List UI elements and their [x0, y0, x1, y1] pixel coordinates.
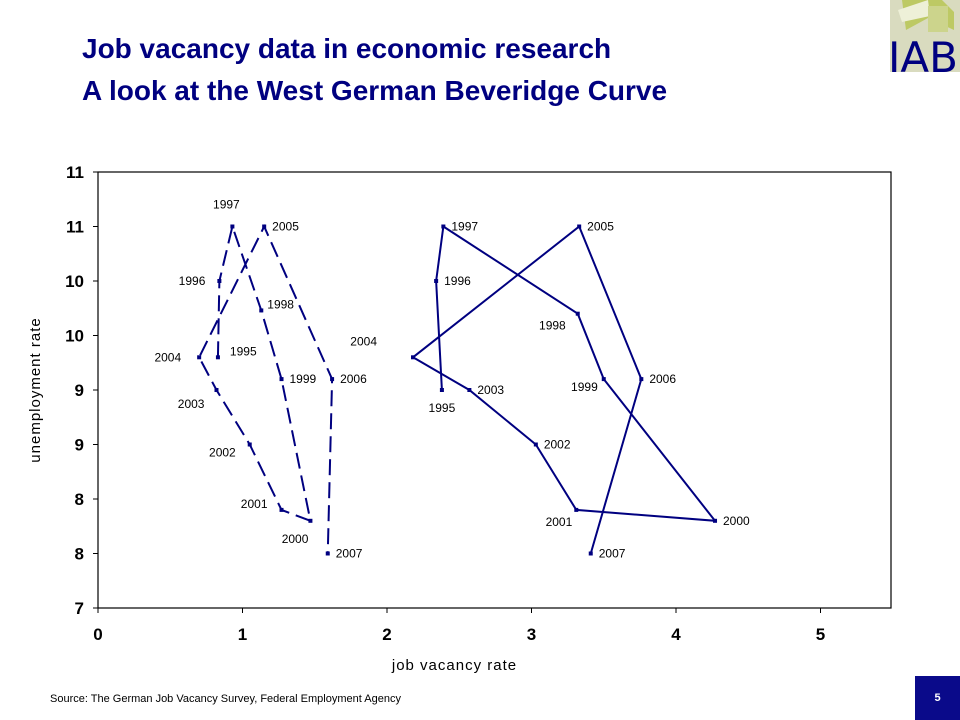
point-label: 1997 — [213, 198, 240, 212]
x-tick-label: 4 — [671, 625, 681, 644]
data-point — [279, 507, 284, 512]
data-point — [197, 355, 202, 360]
page-number: 5 — [934, 692, 941, 704]
point-label: 2007 — [336, 547, 363, 561]
data-point — [308, 518, 313, 523]
iab-logo: IAB — [884, 0, 960, 76]
point-label: 2000 — [723, 514, 750, 528]
y-tick-label: 8 — [75, 545, 84, 564]
data-point — [441, 224, 446, 229]
data-point — [214, 388, 219, 392]
title-line-2: A look at the West German Beveridge Curv… — [82, 75, 668, 106]
data-point — [247, 442, 252, 447]
y-tick-label: 8 — [75, 490, 84, 509]
point-label: 2006 — [649, 372, 676, 386]
point-label: 1999 — [571, 380, 598, 394]
point-label: 1996 — [444, 274, 471, 288]
y-tick-label: 7 — [75, 599, 84, 618]
x-tick-label: 3 — [527, 625, 536, 644]
axes-labels: 0 1 2 3 4 5 7 8 8 9 9 10 10 11 11 job vacancy rate unemp… — [27, 163, 825, 674]
beveridge-chart: 1995199619971998199920002001200220032004… — [27, 163, 892, 674]
y-tick-label: 11 — [66, 218, 84, 237]
point-label: 2004 — [350, 334, 377, 348]
y-tick-label: 9 — [75, 436, 84, 455]
source-note: Source: The German Job Vacancy Survey, F… — [50, 693, 401, 705]
point-label: 2005 — [587, 220, 614, 234]
y-tick-label: 10 — [65, 327, 84, 346]
point-label: 2001 — [241, 497, 268, 511]
data-point — [411, 355, 416, 360]
point-label: 2007 — [599, 547, 626, 561]
data-point — [588, 551, 593, 556]
x-axis-label: job vacancy rate — [391, 657, 517, 674]
point-label: 1995 — [429, 401, 456, 415]
point-label: 2001 — [546, 515, 573, 529]
data-point — [217, 279, 222, 283]
data-point — [467, 388, 472, 392]
data-point — [262, 224, 267, 229]
point-label: 1997 — [451, 220, 478, 234]
series-solid: 1995 1996 1997 1998 1999 2000 2001 2002 2003 2004… — [350, 220, 750, 561]
page-number-box: 5 — [915, 676, 960, 720]
data-point — [259, 308, 264, 313]
point-label: 1995 — [230, 344, 257, 358]
point-label: 2004 — [154, 350, 181, 364]
point-label: 2003 — [477, 383, 504, 397]
data-point — [325, 551, 330, 556]
logo-text: IAB — [888, 33, 958, 76]
x-tick-label: 2 — [382, 625, 391, 644]
x-tick-label: 1 — [238, 625, 247, 644]
point-label: 2002 — [209, 446, 236, 460]
data-point — [230, 224, 235, 229]
data-point — [279, 377, 284, 382]
series-group: 1995 1996 1997 1998 1999 2000 2001 2002 2003 2004… — [154, 198, 750, 561]
data-point — [330, 377, 335, 382]
y-axis-label: unemployment rate — [27, 317, 44, 462]
point-label: 2002 — [544, 438, 571, 452]
y-tick-label: 11 — [66, 163, 84, 182]
slide-title: Job vacancy data in economic research A … — [82, 28, 667, 112]
data-point — [215, 355, 220, 360]
data-point — [601, 377, 606, 382]
point-label: 2006 — [340, 372, 367, 386]
point-label: 2000 — [282, 532, 309, 546]
y-tick-label: 10 — [65, 272, 84, 291]
y-tick-label: 9 — [75, 381, 84, 400]
data-point — [574, 507, 579, 512]
point-label: 1996 — [179, 274, 206, 288]
point-label: 2005 — [272, 220, 299, 234]
point-label: 2003 — [178, 397, 205, 411]
data-point — [575, 311, 580, 316]
point-label: 1998 — [539, 319, 566, 333]
title-line-1: Job vacancy data in economic research — [82, 33, 612, 64]
x-tick-label: 0 — [93, 625, 102, 644]
data-point — [434, 279, 439, 283]
data-point — [713, 518, 718, 523]
data-point — [639, 377, 644, 382]
series-dashed: 1995 1996 1997 1998 1999 2000 2001 2002 2003 2004… — [154, 198, 367, 561]
x-tick-label: 5 — [816, 625, 825, 644]
data-point — [577, 224, 582, 229]
point-label: 1999 — [290, 372, 317, 386]
point-label: 1998 — [267, 297, 294, 311]
data-point — [533, 442, 538, 447]
data-point — [439, 388, 444, 392]
